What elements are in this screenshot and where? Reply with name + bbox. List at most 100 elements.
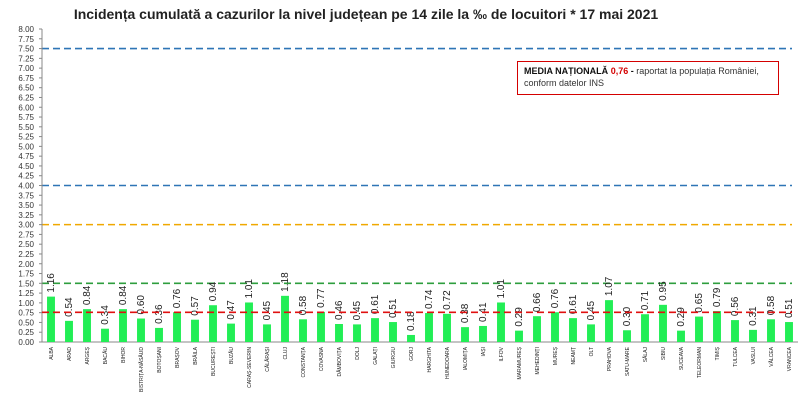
bar xyxy=(767,319,775,342)
note-dash: - xyxy=(630,66,634,76)
x-tick-label: MARAMUREȘ xyxy=(517,346,523,379)
bar xyxy=(533,316,541,342)
x-tick-label: BUZĂU xyxy=(228,347,235,364)
bar-value-label: 0.58 xyxy=(298,295,309,315)
bar xyxy=(191,319,199,342)
x-tick-label: DOLJ xyxy=(355,347,361,360)
bar-value-label: 0.61 xyxy=(370,294,381,314)
x-tick-label: CĂLĂRAȘI xyxy=(264,347,271,372)
y-tick-label: 7.50 xyxy=(18,45,34,54)
bar xyxy=(641,314,649,342)
y-tick-label: 4.50 xyxy=(18,162,34,171)
x-tick-label: IALOMIȚA xyxy=(463,346,469,370)
bar xyxy=(659,304,667,342)
x-tick-label: TULCEA xyxy=(733,346,739,366)
bar xyxy=(119,309,127,342)
y-tick-label: 4.00 xyxy=(18,182,34,191)
bar-value-label: 0.94 xyxy=(208,281,219,301)
bar-value-label: 0.79 xyxy=(712,287,723,307)
bar xyxy=(785,322,793,342)
x-tick-label: ARAD xyxy=(67,347,73,361)
bar xyxy=(263,324,271,342)
x-tick-label: BRAȘOV xyxy=(175,346,181,368)
y-tick-label: 3.25 xyxy=(18,211,34,220)
bar-value-label: 0.29 xyxy=(676,307,687,327)
bar-value-label: 0.57 xyxy=(190,296,201,316)
bar-value-label: 0.45 xyxy=(586,300,597,320)
y-tick-label: 0.00 xyxy=(18,338,34,347)
x-tick-label: TIMIȘ xyxy=(715,346,721,360)
note-value: 0,76 xyxy=(610,66,629,76)
bar-value-label: 0.30 xyxy=(622,306,633,326)
bar-value-label: 0.61 xyxy=(568,294,579,314)
bar-value-label: 0.29 xyxy=(514,307,525,327)
bar xyxy=(497,302,505,342)
bar-value-label: 1.16 xyxy=(46,273,57,293)
y-tick-label: 2.75 xyxy=(18,230,34,239)
bar xyxy=(209,305,217,342)
bar-value-label: 0.45 xyxy=(352,300,363,320)
bar-value-label: 0.51 xyxy=(784,298,795,318)
y-tick-label: 6.00 xyxy=(18,103,34,112)
bar-value-label: 0.58 xyxy=(766,295,777,315)
note-text-line1: raportat la populația României, xyxy=(636,66,759,76)
bar-value-label: 0.74 xyxy=(424,289,435,309)
y-tick-label: 3.00 xyxy=(18,221,34,230)
bar xyxy=(101,328,109,342)
bar-value-label: 0.72 xyxy=(442,290,453,310)
bar xyxy=(677,330,685,342)
x-tick-label: DÂMBOVIȚA xyxy=(336,346,343,376)
bar-value-label: 0.66 xyxy=(532,292,543,312)
bar xyxy=(569,318,577,342)
y-tick-label: 1.50 xyxy=(18,279,34,288)
y-tick-label: 7.75 xyxy=(18,35,34,44)
x-tick-label: BOTOȘANI xyxy=(157,347,163,373)
y-tick-label: 7.25 xyxy=(18,54,34,63)
bar xyxy=(695,316,703,342)
y-tick-label: 1.00 xyxy=(18,299,34,308)
bar-value-label: 1.07 xyxy=(604,276,615,296)
y-tick-label: 3.75 xyxy=(18,191,34,200)
bar-value-label: 0.51 xyxy=(388,298,399,318)
bar-value-label: 1.01 xyxy=(244,279,255,299)
bar xyxy=(749,329,757,342)
bar-value-label: 1.01 xyxy=(496,279,507,299)
y-tick-label: 2.50 xyxy=(18,240,34,249)
bar xyxy=(443,313,451,342)
bar xyxy=(425,313,433,342)
y-tick-label: 1.25 xyxy=(18,289,34,298)
y-tick-label: 1.75 xyxy=(18,270,34,279)
bar xyxy=(353,324,361,342)
bar xyxy=(515,330,523,342)
bar-value-label: 0.47 xyxy=(226,300,237,320)
bar-value-label: 0.56 xyxy=(730,296,741,316)
bar xyxy=(227,323,235,342)
bar xyxy=(731,320,739,342)
bar-value-label: 0.38 xyxy=(460,303,471,323)
x-tick-label: BACĂU xyxy=(102,347,109,365)
x-tick-label: IAȘI xyxy=(481,347,487,356)
x-tick-label: MUREȘ xyxy=(553,346,559,365)
bar xyxy=(713,311,721,342)
x-tick-label: SIBIU xyxy=(661,347,667,360)
y-tick-label: 2.00 xyxy=(18,260,34,269)
x-tick-label: PRAHOVA xyxy=(607,346,613,371)
bar-value-label: 0.18 xyxy=(406,311,417,331)
bar-value-label: 0.34 xyxy=(100,305,111,325)
y-tick-label: 6.50 xyxy=(18,84,34,93)
bar xyxy=(389,322,397,342)
note-text-line2: conform datelor INS xyxy=(524,78,605,88)
bar xyxy=(551,312,559,342)
x-tick-label: BRĂILA xyxy=(192,346,199,364)
y-tick-label: 5.25 xyxy=(18,133,34,142)
y-tick-label: 8.00 xyxy=(18,25,34,34)
y-tick-label: 0.25 xyxy=(18,328,34,337)
bar xyxy=(155,327,163,342)
y-tick-label: 3.50 xyxy=(18,201,34,210)
bar-value-label: 0.95 xyxy=(658,281,669,301)
bar xyxy=(83,309,91,342)
y-tick-label: 4.25 xyxy=(18,172,34,181)
bar xyxy=(371,318,379,342)
